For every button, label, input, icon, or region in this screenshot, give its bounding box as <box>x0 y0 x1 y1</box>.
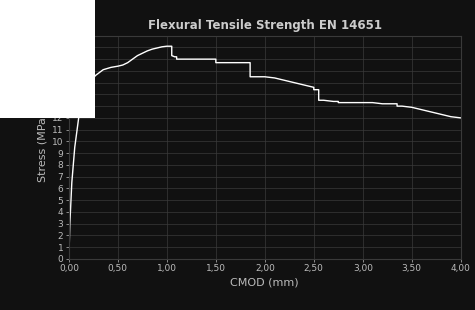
Title: Flexural Tensile Strength EN 14651: Flexural Tensile Strength EN 14651 <box>148 19 382 32</box>
Y-axis label: Stress (MPa): Stress (MPa) <box>38 113 48 182</box>
X-axis label: CMOD (mm): CMOD (mm) <box>230 277 299 288</box>
